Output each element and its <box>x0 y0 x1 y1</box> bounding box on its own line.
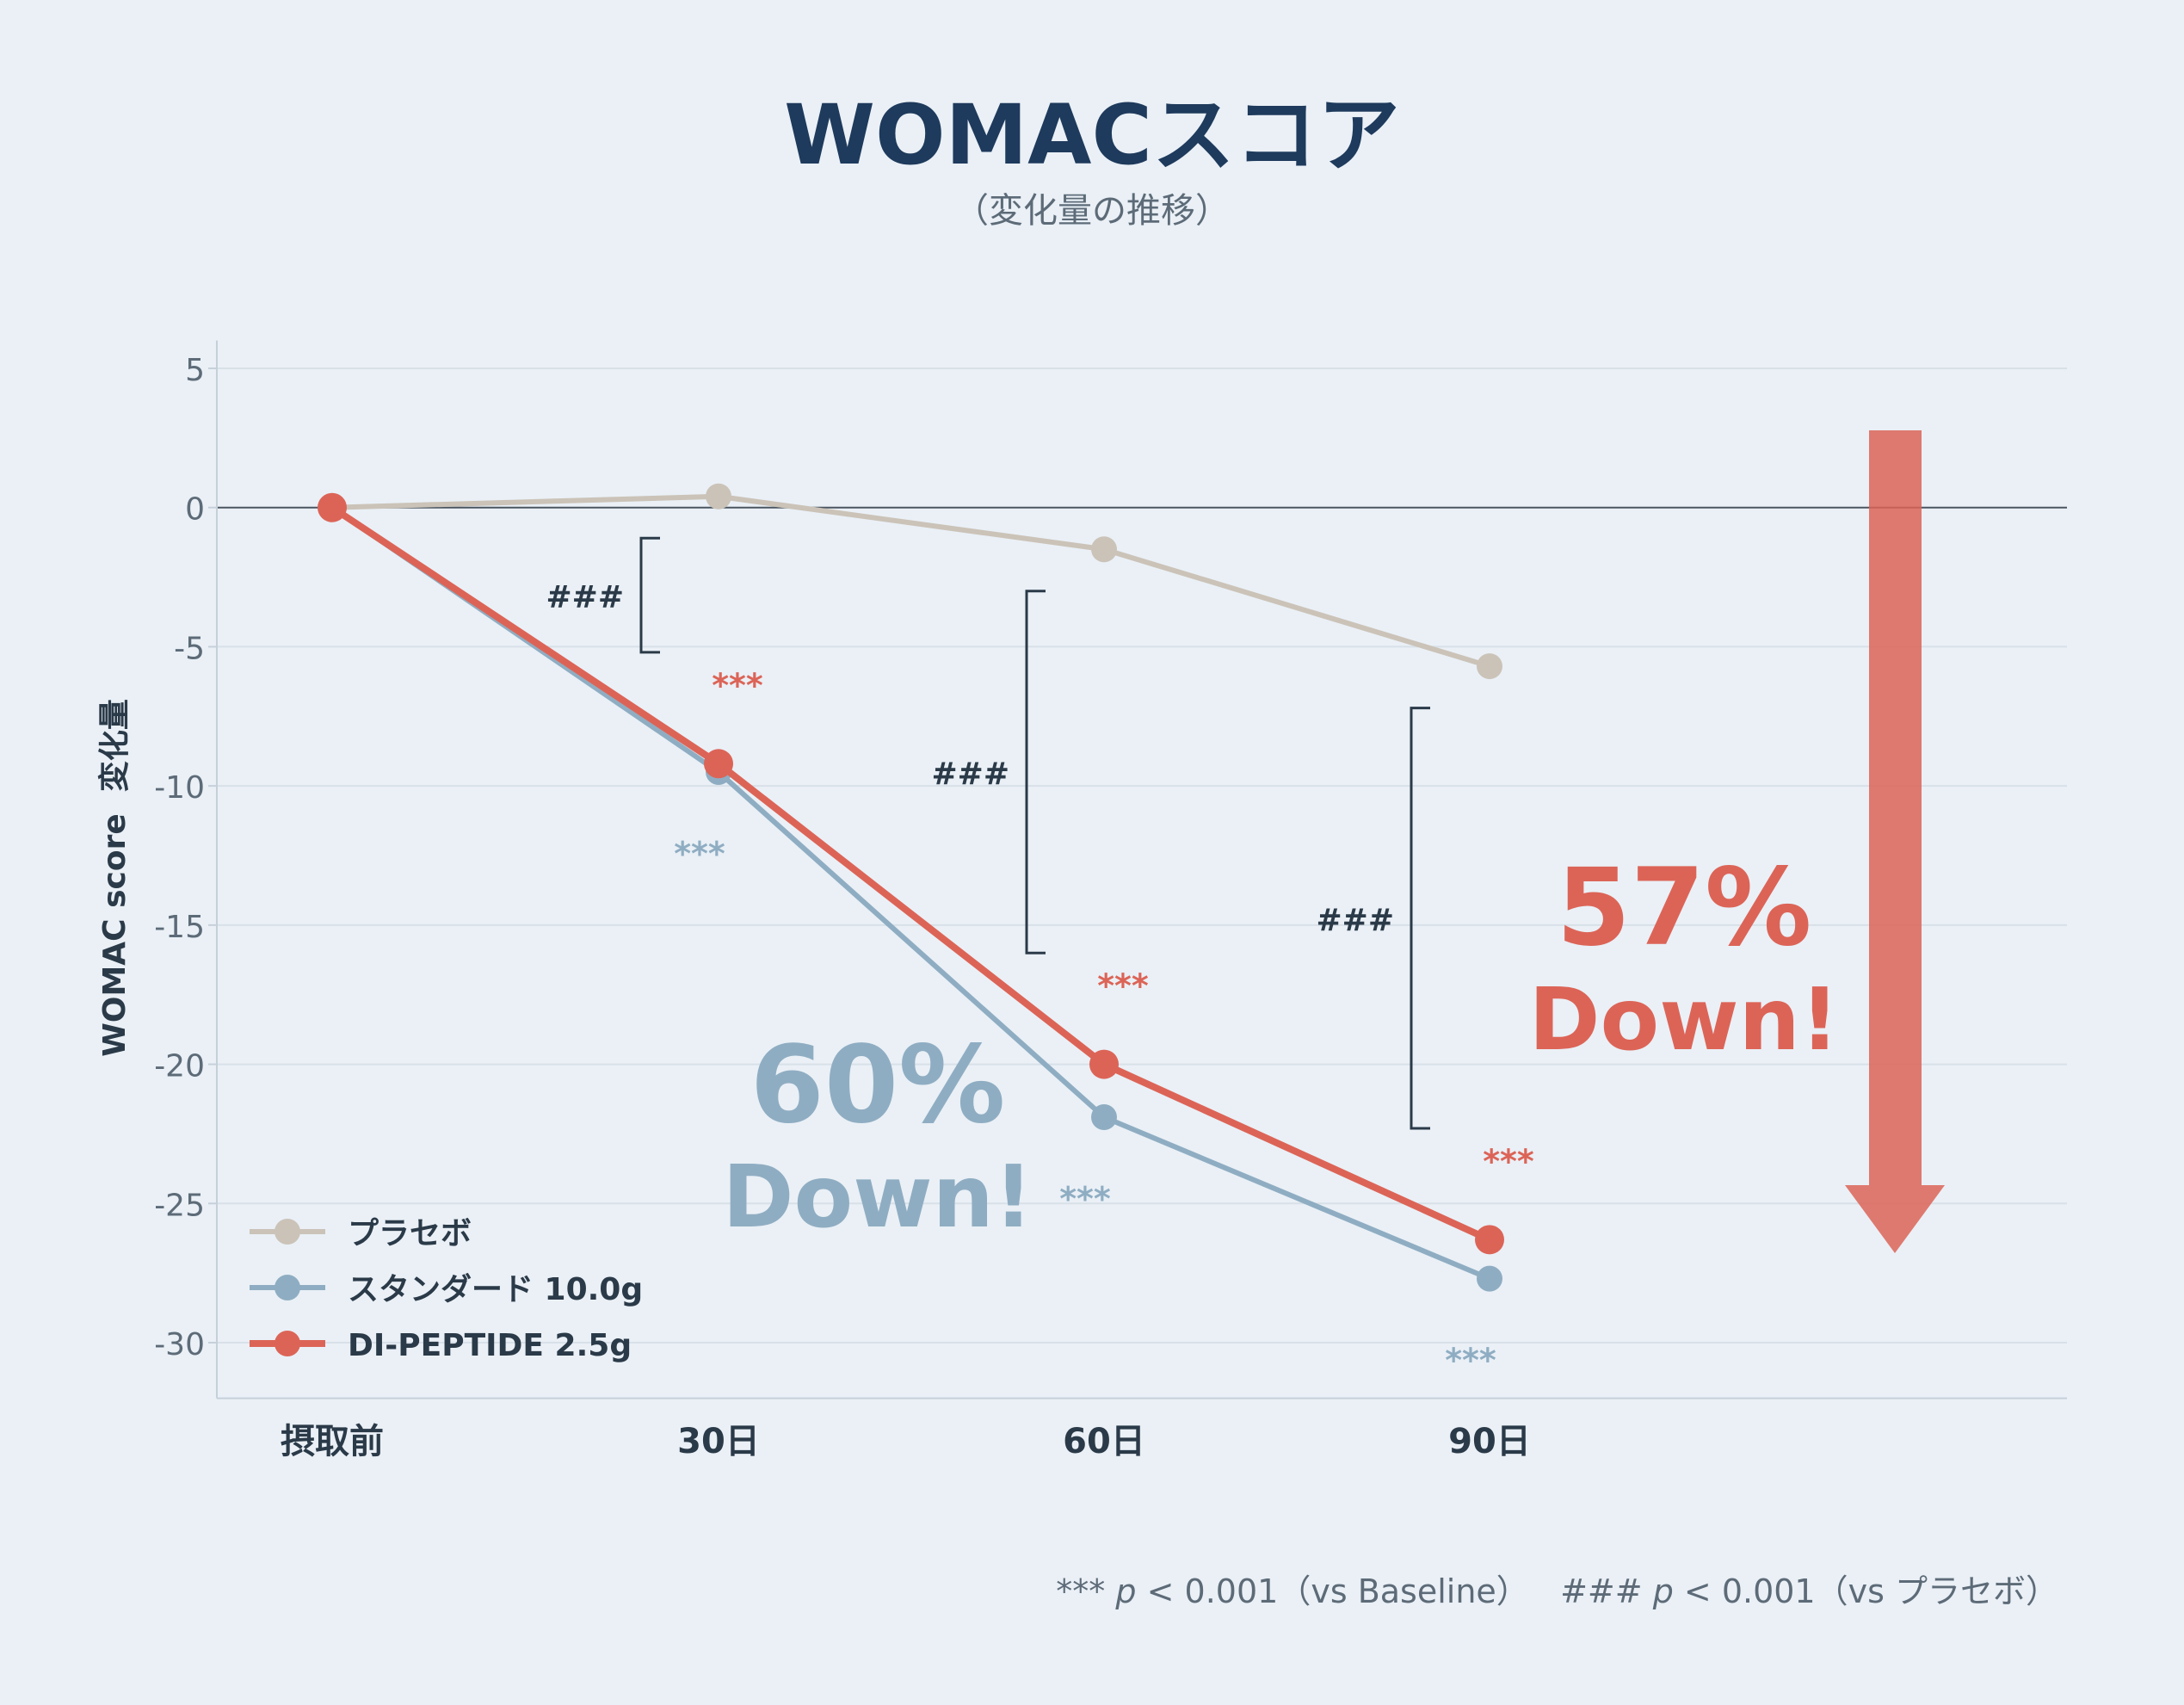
data-point-series-2 <box>1477 1265 1502 1292</box>
down-arrow <box>1845 430 1945 1253</box>
y-axis-label: WOMAC score 変化量 <box>96 699 133 1057</box>
footnote-vs-baseline: （vs Baseline） <box>1278 1572 1528 1610</box>
red-significance-mark: *** <box>712 666 763 704</box>
footnote-stars: *** <box>1056 1572 1105 1610</box>
legend-label: スタンダード 10.0g <box>348 1272 643 1307</box>
x-tick-label: 90日 <box>1448 1422 1531 1461</box>
legend-swatch-marker <box>275 1331 300 1356</box>
significance-marks: *** *** *** *** *** *** <box>674 666 1534 1379</box>
data-point-series-3 <box>1089 1049 1119 1079</box>
blue-significance-mark: *** <box>1445 1342 1496 1380</box>
y-tick-label: 0 <box>185 492 205 528</box>
data-point-series-2 <box>1091 1104 1117 1131</box>
data-point-series-3 <box>704 749 733 779</box>
data-point-series-3 <box>318 492 347 522</box>
footnote-vs-placebo: （vs プラセボ） <box>1816 1572 2058 1610</box>
y-tick-label: -20 <box>154 1049 205 1084</box>
data-point-series-1 <box>1477 653 1502 680</box>
grid <box>217 368 2067 1344</box>
footnote-p-value-1: < 0.001 <box>1147 1572 1279 1610</box>
footnote: *** p < 0.001（vs Baseline） ### p < 0.001… <box>1056 1572 2058 1610</box>
red-significance-mark: *** <box>1483 1142 1534 1180</box>
x-tick-label: 摂取前 <box>281 1422 384 1461</box>
data-point-series-1 <box>1091 536 1117 563</box>
y-tick-label: -5 <box>174 631 205 666</box>
y-tick-label: -15 <box>154 910 205 945</box>
significance-brackets: ### ### ### <box>546 536 1430 1130</box>
callouts: 60%Down!57%Down! <box>723 846 1840 1247</box>
footnote-p-value-2: < 0.001 <box>1684 1572 1816 1610</box>
axes: 5 0 -5 -10 -15 -20 -25 -30 摂取前 30日 60日 90日 <box>154 340 2067 1461</box>
legend-label: プラセボ <box>348 1216 472 1251</box>
chart-title: WOMACスコア <box>784 87 1400 183</box>
footnote-hashes: ### <box>1560 1572 1643 1610</box>
x-tick-label: 30日 <box>677 1422 760 1461</box>
data-point-series-1 <box>706 483 731 510</box>
down-arrow-shape <box>1845 430 1945 1253</box>
legend-label: DI-PEPTIDE 2.5g <box>348 1328 632 1363</box>
series-line-3 <box>329 503 1493 1244</box>
placebo-bracket-label: ### <box>1317 903 1395 938</box>
placebo-bracket <box>1410 707 1430 1130</box>
red-callout-text: Down! <box>1529 969 1840 1070</box>
footnote-p-2: p <box>1652 1572 1674 1610</box>
red-significance-mark: *** <box>1097 967 1149 1005</box>
blue-significance-mark: *** <box>674 835 725 873</box>
footnote-p-1: p <box>1114 1572 1136 1610</box>
chart-subtitle: （変化量の推移） <box>954 191 1230 231</box>
blue-callout-text: Down! <box>723 1146 1033 1247</box>
series-lines <box>318 483 1504 1292</box>
y-tick-label: -25 <box>154 1188 205 1223</box>
blue-significance-mark: *** <box>1059 1180 1111 1218</box>
red-callout-percent: 57% <box>1557 846 1812 970</box>
placebo-bracket <box>639 536 660 654</box>
legend-swatch-marker <box>275 1219 300 1245</box>
series-line-2 <box>330 504 1492 1282</box>
placebo-bracket-label: ### <box>932 757 1010 792</box>
series-line-1 <box>330 493 1492 670</box>
legend-swatch-marker <box>275 1275 300 1300</box>
y-tick-label: 5 <box>185 353 205 388</box>
y-tick-label: -30 <box>154 1327 205 1362</box>
data-point-series-3 <box>1475 1225 1504 1255</box>
x-tick-label: 60日 <box>1063 1422 1145 1461</box>
placebo-bracket-label: ### <box>546 580 625 615</box>
placebo-bracket <box>1025 590 1046 954</box>
y-tick-label: -10 <box>154 770 205 806</box>
blue-callout-percent: 60% <box>750 1023 1006 1147</box>
